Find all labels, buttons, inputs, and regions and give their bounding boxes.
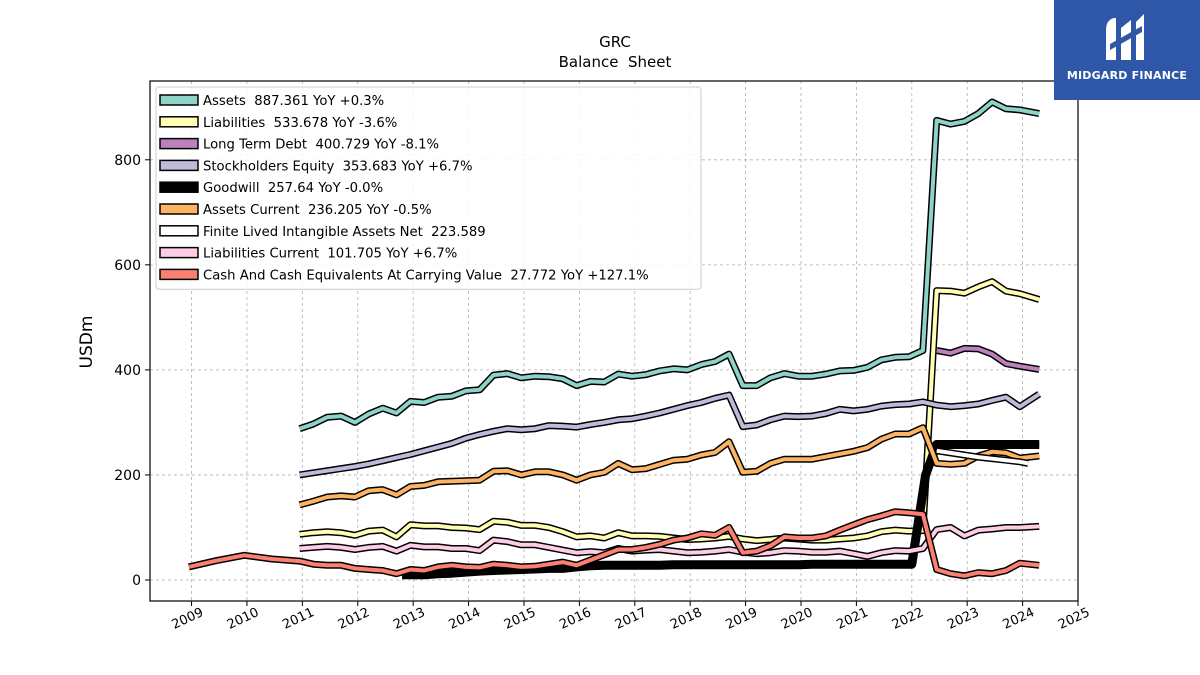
x-tick-label: 2012 xyxy=(336,605,372,633)
series-cash-and-cash-equivalents-at-carrying-value xyxy=(188,508,1040,580)
legend-label: Liabilities Current 101.705 YoY +6.7% xyxy=(203,247,457,262)
x-tick-label: 2010 xyxy=(225,605,261,633)
legend-swatch xyxy=(159,159,199,172)
x-tick-label: 2016 xyxy=(557,605,593,633)
x-tick-label: 2022 xyxy=(890,605,926,633)
series-liabilities-current xyxy=(299,522,1040,560)
x-tick-label: 2024 xyxy=(1001,605,1037,633)
legend-item: Finite Lived Intangible Assets Net 223.5… xyxy=(159,225,486,240)
series-line xyxy=(402,441,1040,578)
x-tick-label: 2021 xyxy=(834,605,870,633)
legend-item: Stockholders Equity 353.683 YoY +6.7% xyxy=(159,159,473,174)
x-tick-label: 2013 xyxy=(391,605,427,633)
legend-item: Cash And Cash Equivalents At Carrying Va… xyxy=(159,268,649,283)
legend-item: Assets 887.361 YoY +0.3% xyxy=(159,94,384,109)
plot-area-frame xyxy=(149,80,1079,602)
series-line xyxy=(299,392,1041,477)
legend-swatch xyxy=(159,268,199,281)
y-tick-label: 600 xyxy=(114,258,141,274)
series-stockholders-equity xyxy=(299,391,1042,479)
legend-label: Cash And Cash Equivalents At Carrying Va… xyxy=(203,268,649,283)
series-lines xyxy=(188,98,1042,580)
legend-label: Liabilities 533.678 YoY -3.6% xyxy=(203,116,397,131)
legend-item: Liabilities 533.678 YoY -3.6% xyxy=(159,116,397,131)
x-tick-label: 2025 xyxy=(1056,605,1092,633)
legend-label: Finite Lived Intangible Assets Net 223.5… xyxy=(203,225,486,240)
legend-swatch xyxy=(159,181,199,193)
x-tick-label: 2023 xyxy=(945,605,981,633)
legend-label: Goodwill 257.64 YoY -0.0% xyxy=(203,181,383,196)
x-tick-label: 2014 xyxy=(447,605,483,633)
x-tick-label: 2015 xyxy=(502,605,538,633)
y-tick-label: 200 xyxy=(114,468,141,484)
legend-label: Long Term Debt 400.729 YoY -8.1% xyxy=(203,138,439,153)
x-tick-label: 2020 xyxy=(779,605,815,633)
x-tick-label: 2009 xyxy=(170,605,206,633)
series-goodwill xyxy=(402,440,1040,580)
legend: Assets 887.361 YoY +0.3% Liabilities 533.… xyxy=(155,86,702,290)
legend-swatch xyxy=(159,203,199,215)
x-tick-label: 2011 xyxy=(280,605,316,633)
series-long-term-debt xyxy=(936,344,1040,373)
legend-swatch xyxy=(159,246,199,259)
y-tick-label: 800 xyxy=(114,153,141,169)
chart-subtitle: Balance Sheet xyxy=(559,53,672,71)
legend-item: Assets Current 236.205 YoY -0.5% xyxy=(159,203,432,218)
series-line xyxy=(936,346,1040,372)
legend-box xyxy=(155,86,702,290)
series-line xyxy=(188,509,1040,578)
series-line xyxy=(299,524,1040,559)
series-line xyxy=(299,279,1040,543)
series-finite-lived-intangible-assets-net xyxy=(936,447,1029,467)
legend-swatch xyxy=(159,94,199,106)
series-liabilities xyxy=(299,278,1041,545)
y-axis-label: USDm xyxy=(77,316,97,369)
series-line xyxy=(298,100,1040,431)
x-tick-label: 2019 xyxy=(724,605,760,633)
legend-swatch xyxy=(159,225,199,237)
brand-logo: MIDGARD FINANCE xyxy=(1054,0,1200,100)
y-tick-label: 0 xyxy=(132,573,141,589)
y-tick-label: 400 xyxy=(114,363,141,379)
x-tick-label: 2017 xyxy=(613,605,649,633)
series-line xyxy=(299,425,1040,507)
legend-label: Assets 887.361 YoY +0.3% xyxy=(203,94,384,109)
legend-item: Long Term Debt 400.729 YoY -8.1% xyxy=(159,137,439,153)
brand-name: MIDGARD FINANCE xyxy=(1066,69,1188,82)
series-assets xyxy=(298,98,1040,433)
legend-swatch xyxy=(159,137,199,150)
legend-label: Stockholders Equity 353.683 YoY +6.7% xyxy=(203,159,473,174)
series-line xyxy=(936,448,1029,466)
legend-item: Liabilities Current 101.705 YoY +6.7% xyxy=(159,246,457,262)
legend-swatch xyxy=(159,116,199,128)
legend-item: Goodwill 257.64 YoY -0.0% xyxy=(159,181,383,196)
midgard-m-icon xyxy=(1106,14,1144,60)
legend-label: Assets Current 236.205 YoY -0.5% xyxy=(203,203,432,218)
x-tick-label: 2018 xyxy=(668,605,704,633)
chart-title: GRC xyxy=(599,33,631,51)
series-assets-current xyxy=(298,424,1040,509)
